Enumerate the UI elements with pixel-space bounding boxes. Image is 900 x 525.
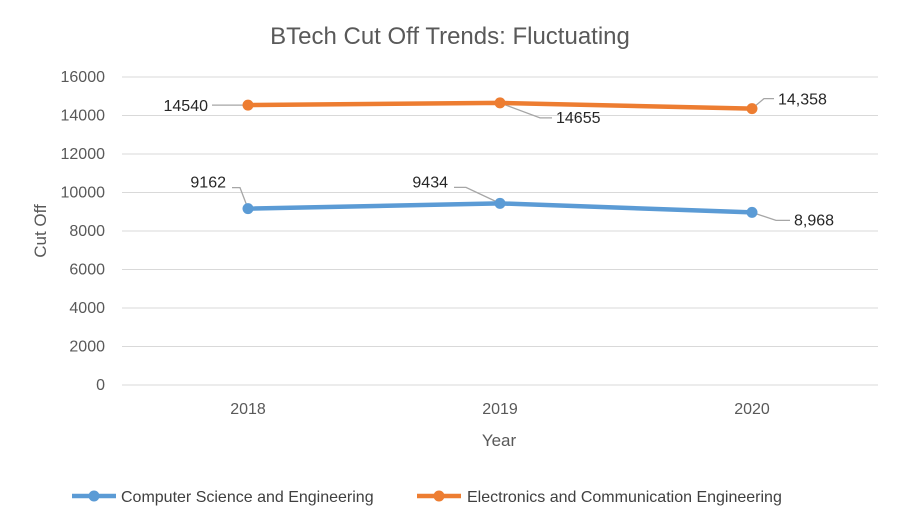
y-tick-label: 14000: [61, 108, 106, 125]
y-tick-label: 2000: [69, 339, 105, 356]
x-tick-label: 2018: [230, 401, 266, 418]
legend-item: Computer Science and Engineering: [72, 489, 374, 506]
series-0: [242, 197, 758, 218]
label-leader-line: [751, 211, 790, 222]
legend-item: Electronics and Communication Engineerin…: [417, 489, 782, 506]
y-axis-label: Cut Off: [31, 204, 50, 258]
data-point: [242, 99, 254, 111]
data-point: [242, 203, 254, 215]
data-label: 14,358: [778, 92, 827, 109]
data-point: [494, 97, 506, 109]
y-tick-label: 10000: [61, 185, 106, 202]
data-point: [494, 197, 506, 209]
series-1: [242, 97, 758, 115]
data-label: 14655: [556, 110, 601, 127]
label-leader-lines: [212, 97, 790, 222]
x-axis-ticks: 2018 2019 2020: [230, 401, 770, 418]
data-label: 14540: [164, 98, 209, 115]
x-tick-label: 2020: [734, 401, 770, 418]
y-tick-label: 8000: [69, 223, 105, 240]
y-tick-label: 6000: [69, 262, 105, 279]
y-tick-label: 12000: [61, 146, 106, 163]
y-axis-ticks: 0 2000 4000 6000 8000 10000 12000 14000 16000: [61, 69, 106, 394]
legend-marker: [433, 490, 445, 502]
x-axis-label: Year: [482, 431, 517, 450]
label-leader-line: [499, 102, 552, 119]
x-tick-label: 2019: [482, 401, 518, 418]
legend: Computer Science and Engineering Electron…: [72, 489, 782, 506]
y-tick-label: 0: [96, 377, 105, 394]
data-point: [746, 103, 758, 115]
legend-label: Electronics and Communication Engineerin…: [467, 489, 782, 506]
label-leader-line: [454, 186, 501, 204]
data-label: 9162: [190, 175, 226, 192]
y-tick-label: 16000: [61, 69, 106, 86]
series: [242, 97, 758, 218]
data-labels: 9162 9434 8,968 14540 14655 14,358: [164, 92, 835, 230]
legend-marker: [88, 490, 100, 502]
label-leader-line: [232, 186, 249, 209]
chart-title: BTech Cut Off Trends: Fluctuating: [270, 23, 630, 50]
data-point: [746, 206, 758, 218]
gridlines: [122, 76, 878, 386]
data-label: 8,968: [794, 212, 834, 229]
legend-label: Computer Science and Engineering: [121, 489, 374, 506]
y-tick-label: 4000: [69, 300, 105, 317]
data-label: 9434: [412, 174, 448, 191]
